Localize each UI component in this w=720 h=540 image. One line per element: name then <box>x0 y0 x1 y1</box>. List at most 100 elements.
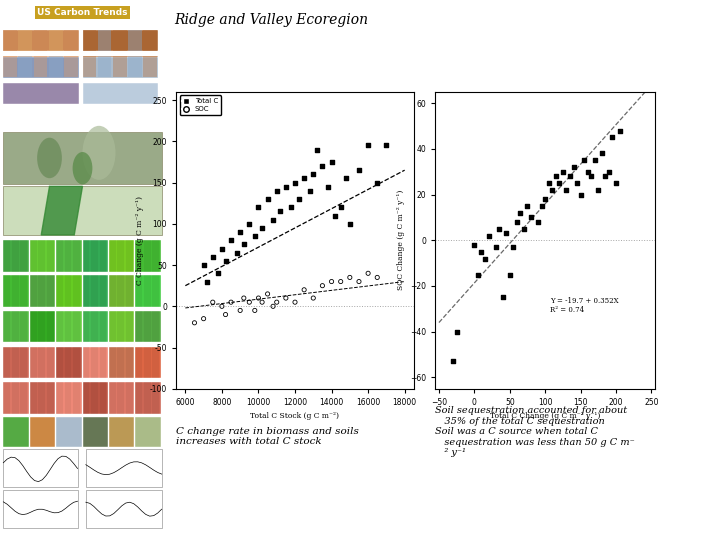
SOC <box>220 310 231 319</box>
Bar <box>126 347 132 378</box>
Bar <box>47 310 53 342</box>
Point <box>447 357 459 366</box>
Bar <box>99 310 107 342</box>
Bar <box>4 417 29 447</box>
Bar <box>91 347 98 378</box>
Point <box>539 195 551 204</box>
Bar <box>30 417 55 447</box>
Ellipse shape <box>37 138 62 178</box>
Bar <box>99 382 107 414</box>
Bar <box>4 275 10 307</box>
Bar <box>109 275 116 307</box>
Bar <box>143 56 157 77</box>
Bar <box>56 310 63 342</box>
Bar <box>30 382 37 414</box>
Total C <box>286 203 297 212</box>
Bar <box>4 490 78 528</box>
Bar <box>83 240 108 272</box>
Point <box>589 156 600 165</box>
Point <box>536 202 547 211</box>
Bar <box>117 310 125 342</box>
Bar <box>4 240 29 272</box>
Point <box>582 167 593 176</box>
Bar <box>65 347 71 378</box>
Bar <box>4 186 162 235</box>
Bar <box>135 275 161 307</box>
Bar <box>4 347 10 378</box>
Bar <box>83 57 158 78</box>
Bar <box>56 417 81 447</box>
Point <box>490 243 501 252</box>
Point <box>508 243 519 252</box>
Total C <box>238 240 250 249</box>
Bar <box>135 347 142 378</box>
Bar <box>65 310 71 342</box>
Bar <box>83 56 96 77</box>
Point <box>472 270 484 279</box>
Text: US Carbon Trends: US Carbon Trends <box>37 8 127 17</box>
Point <box>554 179 565 187</box>
Bar <box>91 382 98 414</box>
Point <box>451 327 462 336</box>
Bar <box>83 417 108 447</box>
Point <box>603 167 615 176</box>
Point <box>561 186 572 194</box>
Total C <box>330 211 341 220</box>
Bar <box>47 275 53 307</box>
Bar <box>12 347 19 378</box>
Bar <box>144 347 150 378</box>
Bar <box>56 275 81 307</box>
Legend: Total C, SOC: Total C, SOC <box>180 95 221 115</box>
Bar <box>109 347 135 378</box>
Bar <box>135 310 161 342</box>
Point <box>526 213 537 222</box>
Bar <box>65 275 71 307</box>
Bar <box>83 30 158 51</box>
Bar <box>56 240 63 272</box>
Bar <box>109 310 135 342</box>
Bar <box>109 310 116 342</box>
Total C <box>280 183 292 191</box>
Bar <box>4 30 17 51</box>
Point <box>600 172 611 181</box>
Text: C change rate in biomass and soils
increases with total C stock: C change rate in biomass and soils incre… <box>176 427 359 446</box>
Bar <box>19 30 32 51</box>
Bar <box>38 310 45 342</box>
Bar <box>83 347 89 378</box>
Total C <box>220 256 231 265</box>
Bar <box>56 347 63 378</box>
SOC <box>253 294 264 302</box>
Total C <box>304 186 315 195</box>
SOC <box>189 319 200 327</box>
Bar <box>109 240 135 272</box>
Bar <box>49 56 63 77</box>
Bar <box>56 347 81 378</box>
Total C <box>274 207 286 216</box>
Bar <box>135 382 161 414</box>
Bar <box>117 347 125 378</box>
Bar <box>98 56 112 77</box>
SOC <box>207 298 218 307</box>
Bar <box>109 240 116 272</box>
Point <box>564 172 576 181</box>
Point <box>546 186 558 194</box>
Total C <box>317 161 328 170</box>
Total C <box>253 203 264 212</box>
Total C <box>216 244 228 253</box>
SOC <box>262 289 274 298</box>
SOC <box>280 294 292 302</box>
Bar <box>30 347 37 378</box>
Bar <box>117 275 125 307</box>
Bar <box>30 347 55 378</box>
Point <box>571 179 582 187</box>
Text: Y = -19.7 + 0.352X
R² = 0.74: Y = -19.7 + 0.352X R² = 0.74 <box>549 297 618 314</box>
Point <box>611 179 622 187</box>
Bar <box>153 382 159 414</box>
SOC <box>243 298 255 307</box>
Bar <box>83 275 89 307</box>
Total C <box>322 183 333 191</box>
Point <box>614 126 626 135</box>
Bar <box>20 240 27 272</box>
Bar <box>30 275 55 307</box>
Bar <box>113 30 127 51</box>
